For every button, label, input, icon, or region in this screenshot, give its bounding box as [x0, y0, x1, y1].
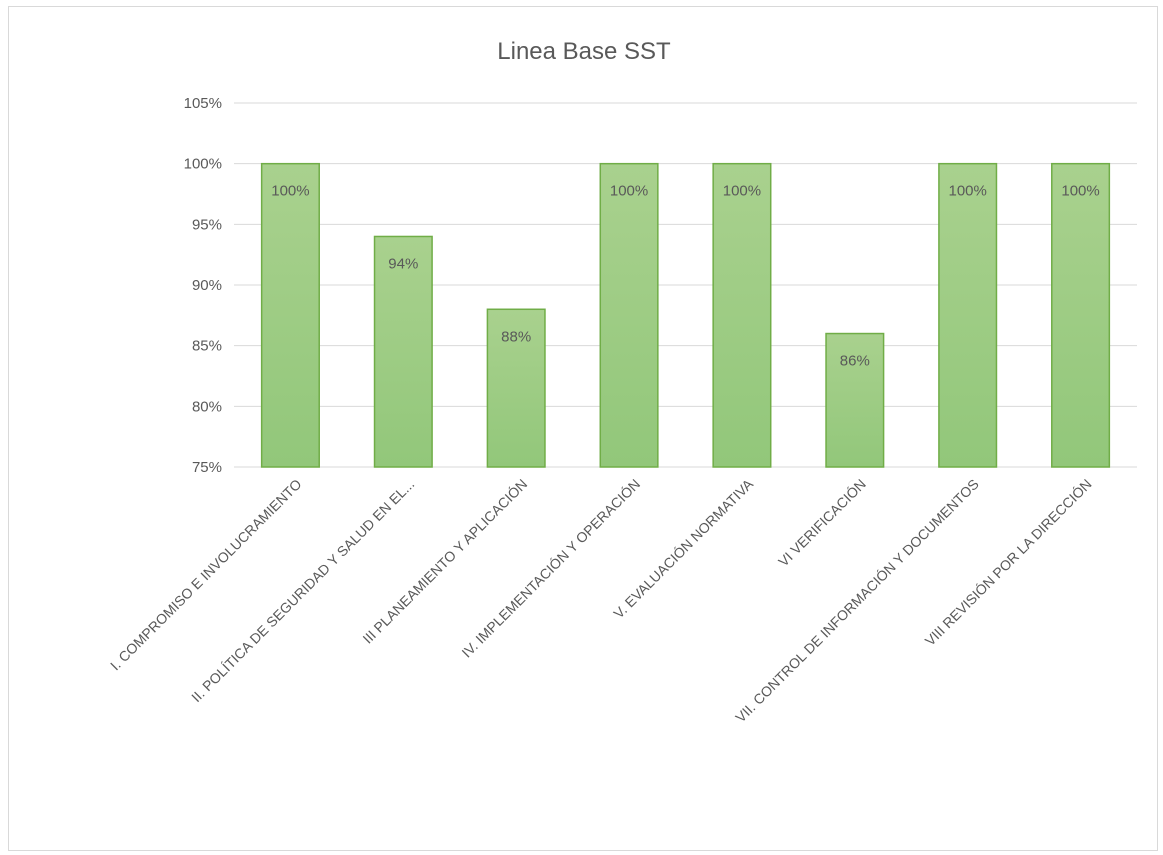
bar [486, 308, 546, 468]
data-label: 100% [723, 183, 761, 200]
bar [712, 162, 772, 468]
bar [260, 162, 320, 468]
bar [825, 332, 885, 468]
y-tick-label: 80% [192, 398, 222, 415]
gridlines [234, 102, 1137, 468]
y-axis-ticks: 75% 80% 85% 90% 95% 100% 105% [184, 95, 222, 476]
category-label: II. POLÍTICA DE SEGURIDAD Y SALUD EN EL.… [188, 476, 417, 705]
bar [373, 235, 433, 468]
y-tick-label: 100% [184, 156, 222, 173]
y-tick-label: 105% [184, 95, 222, 112]
data-label: 100% [1061, 183, 1099, 200]
data-label: 100% [610, 183, 648, 200]
y-tick-label: 95% [192, 216, 222, 233]
y-tick-label: 85% [192, 338, 222, 355]
category-label: I. COMPROMISO E INVOLUCRAMIENTO [107, 476, 305, 674]
data-labels: 100% 94% 88% 100% 100% 86% 100% 100% [271, 183, 1100, 370]
category-label: IV. IMPLEMENTACIÓN Y OPERACIÓN [458, 476, 643, 661]
data-label: 100% [271, 183, 309, 200]
chart-area: Linea Base SST 75% 80% 85% 90% 95% 100% 105% 1… [8, 6, 1158, 851]
bar [1051, 162, 1111, 468]
data-label: 94% [388, 255, 418, 272]
data-label: 86% [840, 353, 870, 370]
bar-chart: Linea Base SST 75% 80% 85% 90% 95% 100% 105% 1… [107, 38, 1137, 725]
bars [260, 162, 1111, 468]
bar [938, 162, 998, 468]
data-label: 100% [949, 183, 987, 200]
data-label: 88% [501, 328, 531, 345]
category-label: VII. CONTROL DE INFORMACIÓN Y DOCUMENTOS [732, 476, 982, 726]
category-label: VI VERIFICACIÓN [775, 476, 869, 570]
bar [599, 162, 659, 468]
y-tick-label: 75% [192, 459, 222, 476]
y-tick-label: 90% [192, 277, 222, 294]
chart-title: Linea Base SST [497, 38, 671, 65]
